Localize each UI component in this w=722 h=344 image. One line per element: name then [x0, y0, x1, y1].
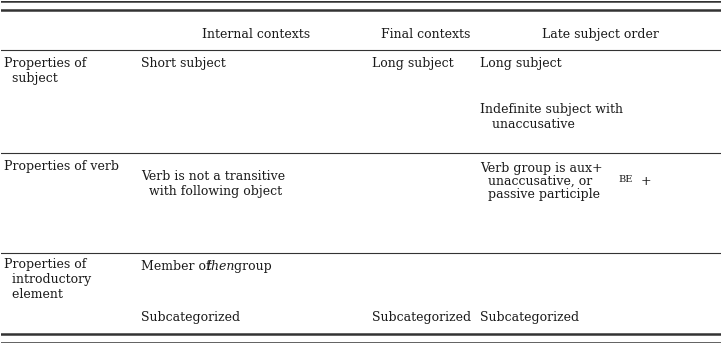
Text: Member of: Member of: [142, 260, 215, 273]
Text: Verb group is aux+: Verb group is aux+: [480, 162, 603, 175]
Text: Subcategorized: Subcategorized: [372, 311, 471, 324]
Text: Late subject order: Late subject order: [542, 28, 659, 41]
Text: Internal contexts: Internal contexts: [202, 28, 310, 41]
Text: then: then: [206, 260, 235, 273]
Text: Final contexts: Final contexts: [381, 28, 471, 41]
Text: BE: BE: [618, 175, 632, 184]
Text: Properties of
  subject: Properties of subject: [4, 57, 87, 85]
Text: Indefinite subject with
   unaccusative: Indefinite subject with unaccusative: [480, 104, 623, 131]
Text: unaccusative, or: unaccusative, or: [480, 175, 596, 188]
Text: Verb is not a transitive
  with following object: Verb is not a transitive with following …: [142, 170, 285, 198]
Text: Subcategorized: Subcategorized: [142, 311, 240, 324]
Text: Subcategorized: Subcategorized: [480, 311, 579, 324]
Text: Properties of
  introductory
  element: Properties of introductory element: [4, 258, 92, 301]
Text: Properties of verb: Properties of verb: [4, 160, 119, 173]
Text: Long subject: Long subject: [480, 57, 562, 70]
Text: +: +: [637, 175, 652, 188]
Text: passive participle: passive participle: [480, 188, 600, 201]
Text: Short subject: Short subject: [142, 57, 226, 70]
Text: group: group: [230, 260, 271, 273]
Text: Long subject: Long subject: [372, 57, 453, 70]
